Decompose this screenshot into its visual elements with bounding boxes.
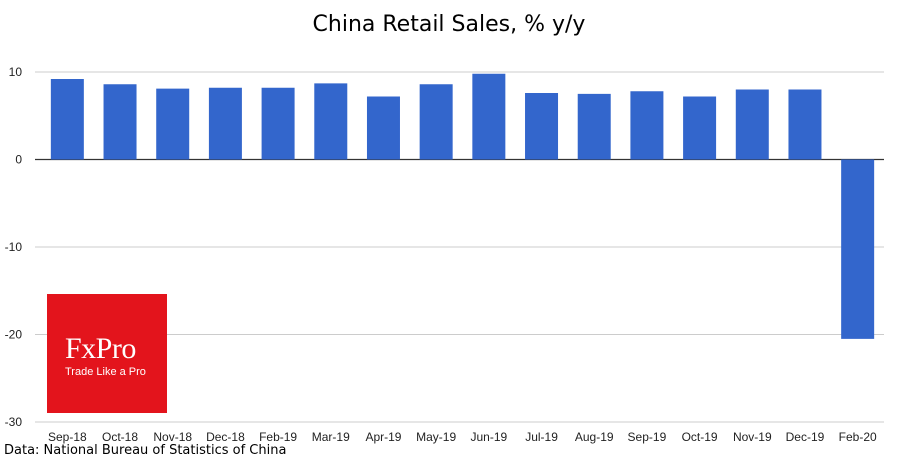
- bar-oct-18: [103, 84, 137, 160]
- x-category-label: Dec-19: [786, 430, 825, 444]
- x-category-label: Mar-19: [312, 430, 350, 444]
- logo-name: FxPro: [65, 332, 136, 365]
- source-note: Data: National Bureau of Statistics of C…: [4, 443, 287, 458]
- x-category-label: Feb-20: [839, 430, 877, 444]
- bar-dec-18: [208, 87, 242, 160]
- x-category-label: Oct-19: [682, 430, 718, 444]
- x-category-label: Nov-19: [733, 430, 772, 444]
- bars: [50, 73, 875, 339]
- bar-oct-19: [683, 96, 717, 160]
- bar-feb-19: [261, 87, 295, 160]
- y-tick-label: 10: [9, 65, 23, 79]
- x-category-label: Apr-19: [365, 430, 401, 444]
- bar-sep-18: [50, 79, 84, 160]
- bar-nov-18: [156, 88, 190, 160]
- y-tick-label: -20: [5, 328, 23, 342]
- bar-feb-20: [841, 159, 875, 339]
- y-tick-label: -30: [5, 415, 23, 429]
- x-category-label: Feb-19: [259, 430, 297, 444]
- bar-dec-19: [788, 89, 822, 160]
- y-tick-label: 0: [15, 153, 22, 167]
- x-category-label: Dec-18: [206, 430, 245, 444]
- bar-mar-19: [314, 83, 348, 160]
- x-category-label: Jul-19: [525, 430, 558, 444]
- bar-sep-19: [630, 91, 664, 160]
- bar-apr-19: [366, 96, 400, 160]
- y-tick-label: -10: [5, 240, 23, 254]
- logo-tagline: Trade Like a Pro: [65, 366, 146, 378]
- x-category-label: Aug-19: [575, 430, 614, 444]
- bar-may-19: [419, 84, 453, 160]
- x-category-label: Sep-19: [628, 430, 667, 444]
- x-category-label: Jun-19: [470, 430, 507, 444]
- x-category-label: Oct-18: [102, 430, 138, 444]
- x-category-label: May-19: [416, 430, 456, 444]
- bar-nov-19: [735, 89, 769, 160]
- x-category-label: Sep-18: [48, 430, 87, 444]
- x-axis-categories: Sep-18 Oct-18 Nov-18 Dec-18 Feb-19 Mar-19 Apr-…: [48, 430, 877, 444]
- fxpro-logo: FxPro Trade Like a Pro: [47, 294, 167, 413]
- y-axis-ticks: 10 0 -10 -20 -30: [5, 65, 23, 429]
- x-category-label: Nov-18: [153, 430, 192, 444]
- bar-jul-19: [525, 93, 559, 160]
- bar-jun-19: [472, 73, 506, 160]
- bar-aug-19: [577, 93, 611, 160]
- chart-title: China Retail Sales, % y/y: [312, 12, 586, 37]
